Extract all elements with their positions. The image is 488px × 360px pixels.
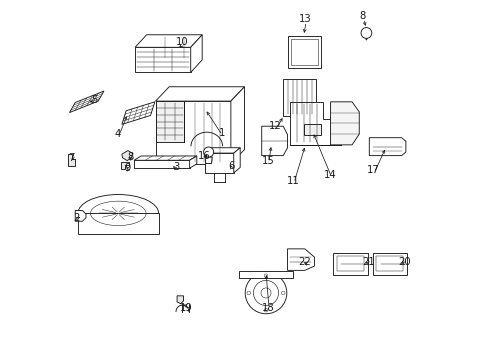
Text: 12: 12 bbox=[269, 121, 282, 131]
Text: 20: 20 bbox=[397, 257, 409, 267]
Text: 14: 14 bbox=[323, 170, 335, 180]
Polygon shape bbox=[135, 35, 202, 47]
Text: 5: 5 bbox=[90, 95, 97, 105]
Text: 13: 13 bbox=[298, 14, 310, 24]
Text: 6: 6 bbox=[227, 161, 234, 171]
Polygon shape bbox=[68, 154, 75, 166]
Bar bbox=[333, 253, 367, 275]
Polygon shape bbox=[122, 102, 155, 125]
Polygon shape bbox=[290, 102, 340, 145]
Polygon shape bbox=[190, 35, 202, 72]
Text: 22: 22 bbox=[297, 257, 310, 267]
Polygon shape bbox=[368, 138, 405, 156]
Polygon shape bbox=[69, 91, 104, 113]
Text: 2: 2 bbox=[73, 213, 79, 223]
Text: 11: 11 bbox=[286, 176, 299, 186]
Polygon shape bbox=[230, 87, 244, 164]
Text: 18: 18 bbox=[261, 303, 274, 314]
Bar bbox=[372, 253, 406, 275]
Polygon shape bbox=[204, 157, 212, 163]
Bar bbox=[376, 256, 403, 271]
Polygon shape bbox=[287, 249, 314, 270]
Bar bbox=[283, 78, 316, 116]
Text: 19: 19 bbox=[179, 303, 192, 314]
Text: 10: 10 bbox=[175, 37, 188, 47]
Text: 15: 15 bbox=[261, 156, 274, 166]
Polygon shape bbox=[204, 148, 240, 153]
Text: 4: 4 bbox=[114, 130, 120, 139]
Bar bbox=[239, 271, 292, 278]
Bar bbox=[135, 47, 190, 72]
Bar bbox=[155, 101, 230, 164]
Polygon shape bbox=[330, 102, 359, 145]
Bar bbox=[204, 153, 233, 173]
Bar bbox=[287, 36, 320, 68]
Text: 9: 9 bbox=[124, 163, 130, 173]
Bar bbox=[290, 39, 317, 65]
Polygon shape bbox=[121, 162, 129, 169]
Polygon shape bbox=[155, 101, 184, 142]
Text: 16: 16 bbox=[198, 150, 210, 161]
Text: 8: 8 bbox=[127, 152, 134, 162]
Polygon shape bbox=[189, 156, 196, 168]
Text: 7: 7 bbox=[68, 153, 75, 163]
Text: 8: 8 bbox=[358, 11, 365, 21]
Text: 21: 21 bbox=[361, 257, 374, 267]
Text: 17: 17 bbox=[366, 165, 379, 175]
Circle shape bbox=[360, 28, 371, 39]
Polygon shape bbox=[122, 150, 132, 161]
Polygon shape bbox=[177, 296, 183, 304]
Bar bbox=[78, 213, 159, 234]
Text: 1: 1 bbox=[219, 128, 225, 138]
Polygon shape bbox=[261, 126, 287, 156]
Polygon shape bbox=[155, 87, 244, 101]
Polygon shape bbox=[134, 156, 196, 160]
Circle shape bbox=[244, 272, 286, 314]
Polygon shape bbox=[75, 211, 86, 221]
Ellipse shape bbox=[78, 194, 158, 232]
Text: 3: 3 bbox=[173, 162, 179, 172]
Bar bbox=[134, 160, 189, 168]
Polygon shape bbox=[233, 148, 240, 173]
Bar bbox=[303, 124, 320, 135]
Circle shape bbox=[203, 147, 213, 157]
Bar bbox=[336, 256, 363, 271]
